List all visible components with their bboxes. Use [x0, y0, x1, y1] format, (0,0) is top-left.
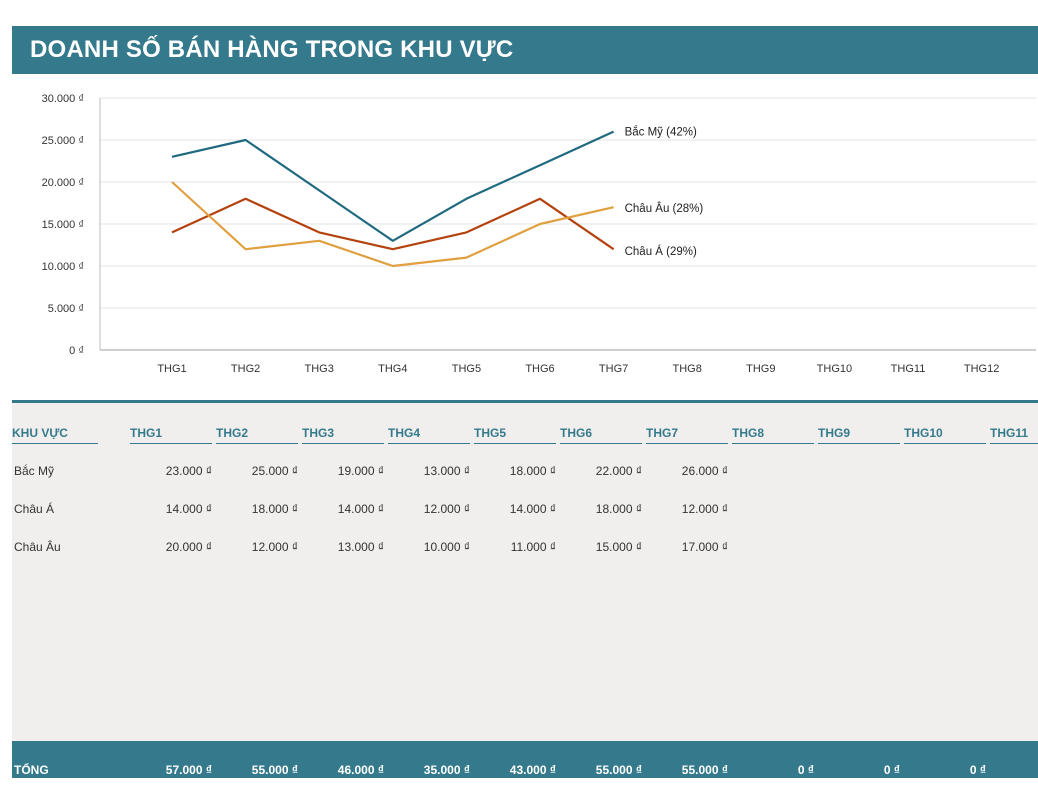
x-tick-label: THG5 — [452, 363, 481, 375]
column-header-month: THG1 — [130, 426, 212, 444]
value-cell: 12.000 ₫ — [251, 540, 298, 554]
total-value-cell: 0 ₫ — [883, 763, 900, 777]
y-tick-label: 5.000 ₫ — [48, 303, 84, 315]
table-row: Châu Âu 20.000 ₫ 12.000 ₫ 13.000 ₫ 10.000 ₫ 1… — [12, 540, 1038, 560]
column-header-month: THG4 — [388, 426, 470, 444]
value-cell: 20.000 ₫ — [165, 540, 212, 554]
column-header-month: THG5 — [474, 426, 556, 444]
value-cell: 10.000 ₫ — [423, 540, 470, 554]
total-value-cell: 43.000 ₫ — [509, 763, 556, 777]
column-header-month: THG11 — [990, 426, 1038, 444]
y-tick-label: 10.000 ₫ — [42, 261, 84, 273]
table-row: Châu Á 14.000 ₫ 18.000 ₫ 14.000 ₫ 12.000 ₫ 14… — [12, 502, 1038, 522]
x-tick-label: THG2 — [231, 363, 260, 375]
column-header-month: THG10 — [904, 426, 986, 444]
total-row: TỔNG 57.000 ₫ 55.000 ₫ 46.000 ₫ 35.000 ₫ 43.… — [12, 741, 1038, 778]
table-header: KHU VỰC THG1 THG2 THG3 THG4 THG5 THG6 THG7 THG8 T… — [12, 426, 1038, 446]
x-tick-label: THG7 — [599, 363, 628, 375]
y-tick-label: 20.000 ₫ — [42, 177, 84, 189]
region-name-cell: Bắc Mỹ — [14, 464, 55, 478]
value-cell: 14.000 ₫ — [165, 502, 212, 516]
region-name-cell: Châu Á — [14, 502, 55, 516]
x-tick-label: THG6 — [525, 363, 554, 375]
page-title-text: DOANH SỐ BÁN HÀNG TRONG KHU VỰC — [30, 36, 514, 63]
total-value-cell: 55.000 ₫ — [681, 763, 728, 777]
page-title: DOANH SỐ BÁN HÀNG TRONG KHU VỰC — [12, 26, 1038, 74]
series-end-label: Châu Á (29%) — [625, 245, 697, 258]
value-cell: 13.000 ₫ — [337, 540, 384, 554]
x-tick-label: THG3 — [305, 363, 334, 375]
value-cell: 14.000 ₫ — [337, 502, 384, 516]
x-tick-label: THG4 — [378, 363, 407, 375]
total-value-cell: 35.000 ₫ — [423, 763, 470, 777]
y-tick-label: 30.000 ₫ — [42, 93, 84, 105]
value-cell: 12.000 ₫ — [423, 502, 470, 516]
x-tick-label: THG11 — [891, 363, 926, 375]
value-cell: 18.000 ₫ — [595, 502, 642, 516]
value-cell: 18.000 ₫ — [509, 464, 556, 478]
series-end-label: Châu Âu (28%) — [625, 202, 704, 215]
sales-line-chart: 0 ₫ 5.000 ₫ 10.000 ₫ 15.000 ₫ 20.000 ₫ 25.000… — [42, 93, 1036, 375]
value-cell: 15.000 ₫ — [595, 540, 642, 554]
total-value-cell: 57.000 ₫ — [165, 763, 212, 777]
x-tick-label: THG8 — [673, 363, 702, 375]
value-cell: 25.000 ₫ — [251, 464, 298, 478]
value-cell: 13.000 ₫ — [423, 464, 470, 478]
x-tick-label: THG12 — [964, 363, 999, 375]
value-cell: 22.000 ₫ — [595, 464, 642, 478]
total-value-cell: 0 ₫ — [969, 763, 986, 777]
value-cell: 17.000 ₫ — [681, 540, 728, 554]
value-cell: 23.000 ₫ — [165, 464, 212, 478]
value-cell: 26.000 ₫ — [681, 464, 728, 478]
value-cell: 18.000 ₫ — [251, 502, 298, 516]
total-value-cell: 55.000 ₫ — [595, 763, 642, 777]
value-cell: 19.000 ₫ — [337, 464, 384, 478]
total-label: TỔNG — [14, 763, 49, 777]
column-header-month: THG8 — [732, 426, 814, 444]
column-header-month: THG6 — [560, 426, 642, 444]
x-tick-label: THG10 — [817, 363, 852, 375]
x-tick-label: THG1 — [157, 363, 186, 375]
total-value-cell: 46.000 ₫ — [337, 763, 384, 777]
column-header-month: THG3 — [302, 426, 384, 444]
region-name-cell: Châu Âu — [14, 540, 61, 554]
value-cell: 14.000 ₫ — [509, 502, 556, 516]
total-value-cell: 55.000 ₫ — [251, 763, 298, 777]
column-header-region: KHU VỰC — [12, 426, 98, 444]
table-row: Bắc Mỹ 23.000 ₫ 25.000 ₫ 19.000 ₫ 13.000 ₫ 18… — [12, 464, 1038, 484]
column-header-month: THG7 — [646, 426, 728, 444]
sales-table: KHU VỰC THG1 THG2 THG3 THG4 THG5 THG6 THG7 THG8 T… — [12, 400, 1038, 778]
value-cell: 12.000 ₫ — [681, 502, 728, 516]
y-tick-label: 15.000 ₫ — [42, 219, 84, 231]
x-tick-label: THG9 — [746, 363, 775, 375]
value-cell: 11.000 ₫ — [510, 540, 556, 554]
total-value-cell: 0 ₫ — [797, 763, 814, 777]
y-tick-label: 25.000 ₫ — [42, 135, 84, 147]
column-header-month: THG9 — [818, 426, 900, 444]
series-end-label: Bắc Mỹ (42%) — [625, 126, 697, 139]
y-tick-label: 0 ₫ — [69, 345, 84, 357]
column-header-month: THG2 — [216, 426, 298, 444]
